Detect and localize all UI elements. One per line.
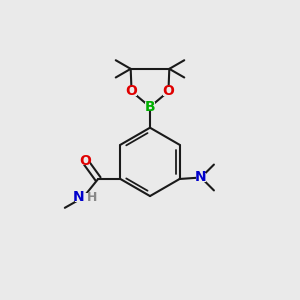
FancyBboxPatch shape	[75, 193, 92, 202]
Text: N: N	[73, 190, 85, 204]
FancyBboxPatch shape	[164, 87, 173, 96]
Text: H: H	[87, 191, 97, 204]
Text: O: O	[126, 84, 137, 98]
FancyBboxPatch shape	[196, 173, 206, 182]
Text: O: O	[163, 84, 174, 98]
FancyBboxPatch shape	[80, 156, 90, 165]
FancyBboxPatch shape	[127, 87, 136, 96]
Text: B: B	[145, 100, 155, 114]
Text: N: N	[195, 170, 207, 184]
FancyBboxPatch shape	[145, 102, 155, 111]
Text: O: O	[79, 154, 91, 168]
